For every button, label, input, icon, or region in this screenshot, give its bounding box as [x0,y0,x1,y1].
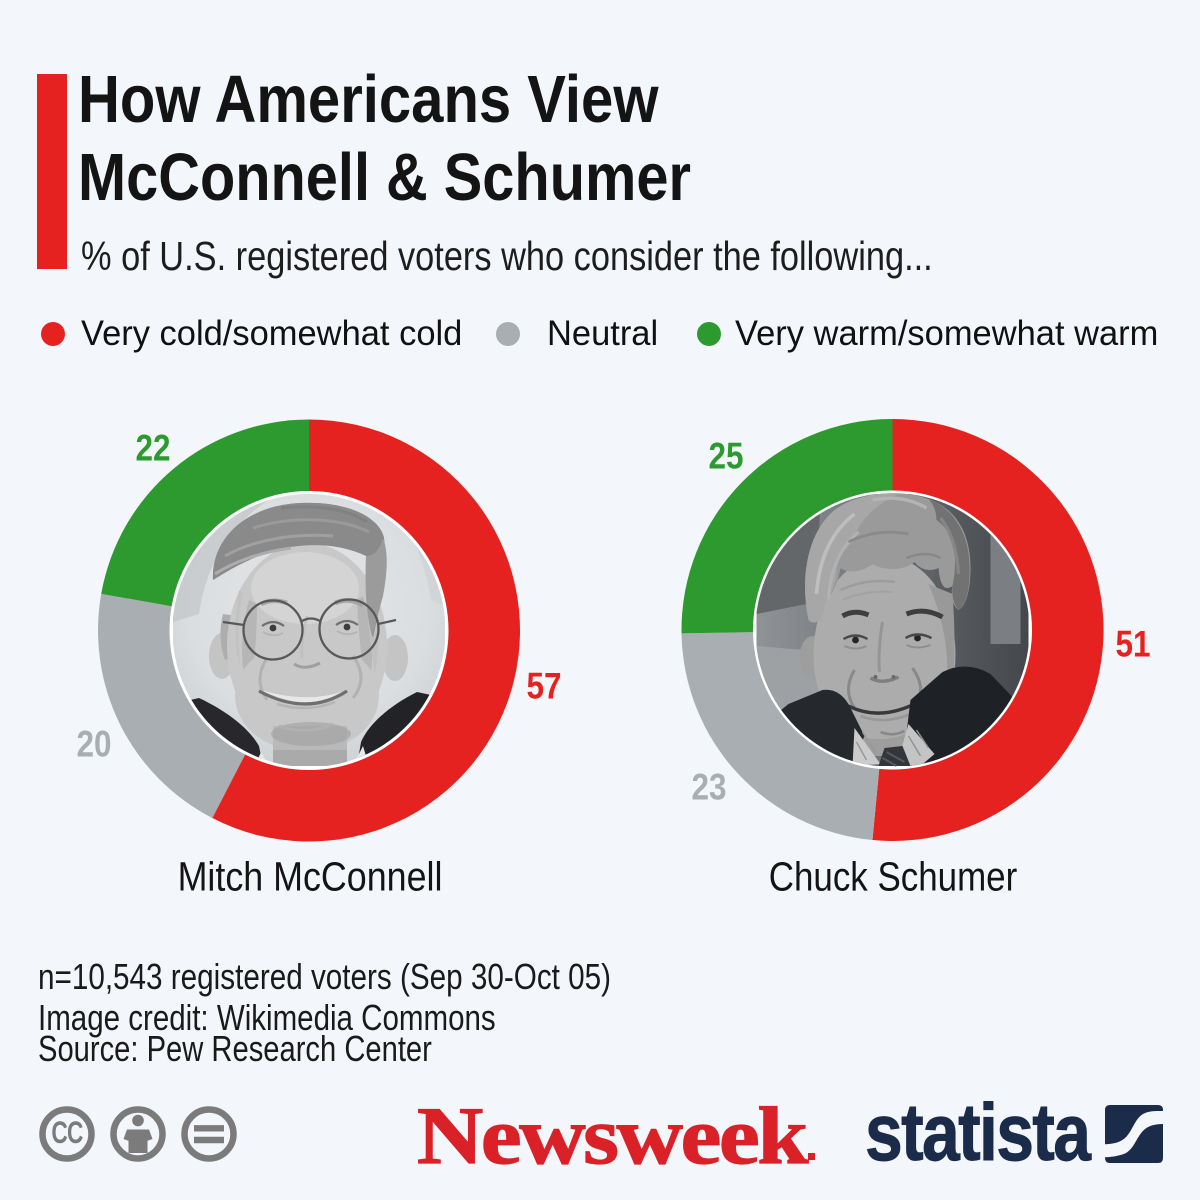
svg-text:CC: CC [51,1114,83,1150]
